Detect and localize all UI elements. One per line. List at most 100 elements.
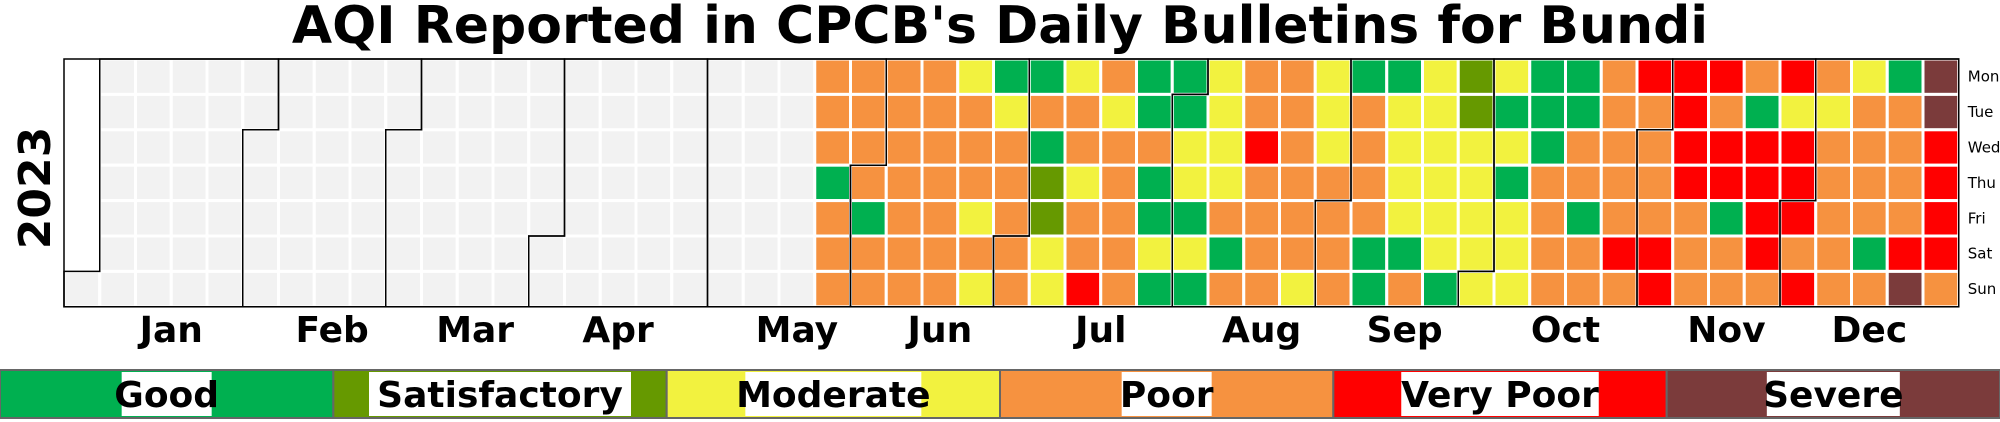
day-cell: [1564, 128, 1603, 167]
day-cell: [277, 199, 316, 238]
day-cell: [563, 128, 602, 167]
day-cell: [98, 234, 137, 273]
month-label: Jun: [905, 310, 973, 351]
day-cell: [1385, 234, 1424, 273]
day-cell: [1206, 199, 1246, 238]
day-cell: [1528, 57, 1567, 96]
legend-label-box: [1766, 372, 1900, 416]
day-cell: [455, 92, 495, 132]
day-cell: [741, 269, 781, 309]
day-cell: [777, 269, 817, 309]
day-cell: [169, 128, 209, 167]
day-cell: [1170, 199, 1210, 238]
day-cell: [1742, 163, 1782, 203]
chart-title: AQI Reported in CPCB's Daily Bulletins f…: [292, 0, 1708, 56]
day-cell: [134, 128, 173, 167]
day-cell: [1063, 92, 1103, 132]
day-cell: [1063, 199, 1103, 238]
day-cell: [1206, 163, 1246, 203]
day-cell: [1313, 199, 1353, 238]
day-cell: [1135, 199, 1174, 238]
day-cell: [1885, 234, 1925, 273]
day-cell: [634, 92, 674, 132]
day-cell: [1492, 269, 1532, 309]
weekday-label: Mon: [1968, 68, 2000, 86]
day-cell: [491, 269, 531, 309]
day-cell: [706, 128, 745, 167]
day-cell: [1421, 234, 1460, 273]
day-cell: [1814, 57, 1853, 96]
day-cell: [992, 57, 1031, 96]
day-cell: [1814, 269, 1853, 309]
day-cell: [205, 199, 245, 238]
day-cell: [348, 269, 388, 309]
day-cell: [1814, 234, 1853, 273]
day-cell: [849, 128, 888, 167]
day-cell: [1742, 234, 1782, 273]
legend-label-box: [369, 372, 631, 416]
day-cell: [241, 234, 280, 273]
day-cell: [62, 269, 102, 309]
day-cell: [670, 92, 709, 132]
day-cell: [1063, 163, 1103, 203]
day-cell: [312, 128, 352, 167]
day-cell: [1385, 92, 1424, 132]
day-cell: [1850, 92, 1889, 132]
legend-label-box: [1401, 372, 1599, 416]
day-cell: [277, 92, 316, 132]
day-cell: [634, 163, 674, 203]
day-cell: [1349, 92, 1389, 132]
day-cell: [706, 199, 745, 238]
day-cell: [884, 57, 924, 96]
day-cell: [1242, 163, 1281, 203]
day-cell: [169, 234, 209, 273]
day-cell: [1599, 92, 1639, 132]
day-cell: [1492, 234, 1532, 273]
day-cell: [706, 269, 745, 309]
day-cell: [384, 163, 423, 203]
day-cell: [277, 57, 316, 96]
day-cell: [527, 92, 566, 132]
day-cell: [455, 57, 495, 96]
day-cell: [1456, 234, 1496, 273]
day-cell: [849, 163, 888, 203]
day-cell: [741, 92, 781, 132]
day-cell: [420, 57, 459, 96]
month-outline: [1779, 58, 1960, 308]
day-cell: [1742, 199, 1782, 238]
day-cell: [1564, 234, 1603, 273]
day-cell: [1099, 163, 1138, 203]
day-cell: [241, 199, 280, 238]
day-cell: [455, 269, 495, 309]
day-cell: [1671, 163, 1710, 203]
month-label: Feb: [295, 310, 368, 351]
day-cell: [1313, 128, 1353, 167]
day-cell: [920, 128, 960, 167]
day-cell: [1778, 269, 1818, 309]
day-cell: [348, 92, 388, 132]
day-cell: [634, 234, 674, 273]
day-cell: [598, 163, 638, 203]
day-cell: [813, 234, 852, 273]
day-cell: [563, 199, 602, 238]
day-cell: [849, 234, 888, 273]
day-cell: [920, 269, 960, 309]
day-cell: [706, 163, 745, 203]
day-cell: [1742, 269, 1782, 309]
day-cell: [1349, 269, 1389, 309]
day-cell: [384, 92, 423, 132]
day-cell: [491, 92, 531, 132]
day-cell: [348, 163, 388, 203]
day-cell: [1385, 269, 1424, 309]
day-cell: [1278, 57, 1317, 96]
day-cell: [741, 163, 781, 203]
day-cell: [134, 57, 173, 96]
day-cell: [1742, 57, 1782, 96]
day-cell: [1885, 199, 1925, 238]
day-cell: [1385, 57, 1424, 96]
day-cell: [1063, 234, 1103, 273]
day-cell: [1099, 269, 1138, 309]
day-cell: [1599, 128, 1639, 167]
legend-label: Satisfactory: [377, 375, 623, 416]
day-cell: [1313, 234, 1353, 273]
